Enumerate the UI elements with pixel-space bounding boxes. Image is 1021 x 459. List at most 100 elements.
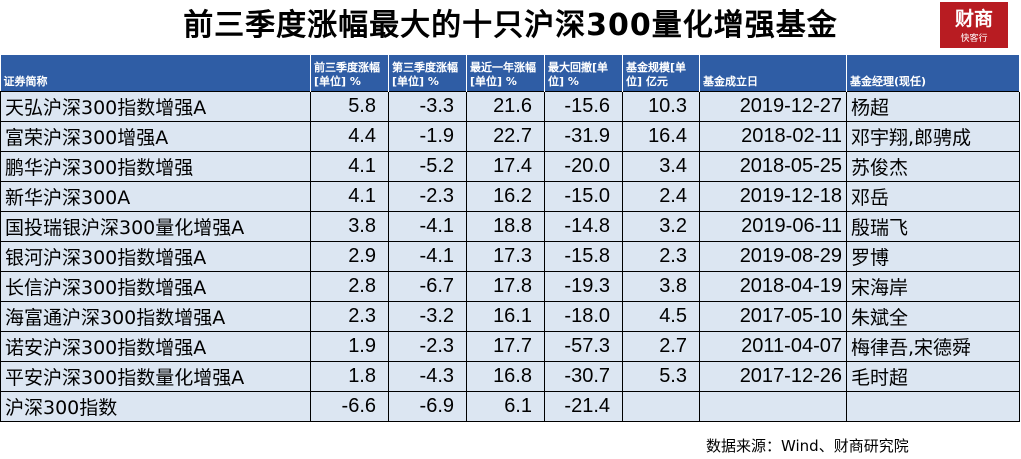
col-header-mdd: 最大回撤[单位] % (544, 55, 623, 92)
table-row: 海富通沪深300指数增强A 2.3 -3.2 16.1 -18.0 4.5 2017-05-… (0, 301, 1020, 332)
cell-fund-size: 2.4 (622, 181, 700, 212)
cell-fund-size: 5.3 (622, 361, 700, 392)
cell-1y-return: 17.8 (466, 271, 545, 302)
cell-max-drawdown: -14.8 (544, 211, 623, 242)
cell-fund-name: 富荣沪深300增强A (0, 121, 311, 152)
cell-fund-name: 银河沪深300指数增强A (0, 241, 311, 272)
cell-fund-manager: 殷瑞飞 (846, 211, 1020, 242)
cell-fund-manager: 罗博 (846, 241, 1020, 272)
col-header-ytd: 前三季度涨幅[单位] % (310, 55, 389, 92)
cell-ytd-return: 4.1 (310, 151, 389, 182)
cell-1y-return: 16.2 (466, 181, 545, 212)
cell-fund-manager: 苏俊杰 (846, 151, 1020, 182)
brand-logo: 财商 快客行 (940, 2, 1008, 48)
table-row: 银河沪深300指数增强A 2.9 -4.1 17.3 -15.8 2.3 2019-08-2… (0, 241, 1020, 272)
cell-fund-size (622, 391, 700, 422)
cell-max-drawdown: -20.0 (544, 151, 623, 182)
table-row: 天弘沪深300指数增强A 5.8 -3.3 21.6 -15.6 10.3 2019-12-… (0, 91, 1020, 122)
table-row: 诺安沪深300指数增强A 1.9 -2.3 17.7 -57.3 2.7 2011-04-0… (0, 331, 1020, 362)
cell-max-drawdown: -15.0 (544, 181, 623, 212)
cell-max-drawdown: -15.8 (544, 241, 623, 272)
cell-fund-size: 4.5 (622, 301, 700, 332)
cell-fund-size: 2.3 (622, 241, 700, 272)
cell-ytd-return: -6.6 (310, 391, 389, 422)
cell-q3-return: -3.3 (388, 91, 467, 122)
cell-fund-manager: 邓宇翔,郎骋成 (846, 121, 1020, 152)
table-row: 长信沪深300指数增强A 2.8 -6.7 17.8 -19.3 3.8 2018-04-1… (0, 271, 1020, 302)
cell-ytd-return: 3.8 (310, 211, 389, 242)
cell-1y-return: 22.7 (466, 121, 545, 152)
cell-fund-size: 2.7 (622, 331, 700, 362)
cell-fund-name: 新华沪深300A (0, 181, 311, 212)
cell-fund-size: 16.4 (622, 121, 700, 152)
cell-1y-return: 18.8 (466, 211, 545, 242)
cell-max-drawdown: -18.0 (544, 301, 623, 332)
cell-fund-manager: 杨超 (846, 91, 1020, 122)
cell-inception-date: 2019-08-29 (699, 241, 847, 272)
cell-q3-return: -6.9 (388, 391, 467, 422)
cell-q3-return: -5.2 (388, 151, 467, 182)
cell-fund-size: 10.3 (622, 91, 700, 122)
cell-max-drawdown: -21.4 (544, 391, 623, 422)
cell-fund-manager (846, 391, 1020, 422)
col-header-name: 证券简称 (0, 55, 311, 92)
cell-inception-date: 2018-05-25 (699, 151, 847, 182)
cell-fund-manager: 宋海岸 (846, 271, 1020, 302)
col-header-1y: 最近一年涨幅[单位] % (466, 55, 545, 92)
cell-ytd-return: 2.3 (310, 301, 389, 332)
cell-1y-return: 17.3 (466, 241, 545, 272)
cell-max-drawdown: -30.7 (544, 361, 623, 392)
cell-q3-return: -4.1 (388, 211, 467, 242)
cell-max-drawdown: -19.3 (544, 271, 623, 302)
cell-1y-return: 16.8 (466, 361, 545, 392)
col-header-q3: 第三季度涨幅[单位] % (388, 55, 467, 92)
cell-max-drawdown: -31.9 (544, 121, 623, 152)
table-row: 富荣沪深300增强A 4.4 -1.9 22.7 -31.9 16.4 2018-02-11… (0, 121, 1020, 152)
cell-fund-size: 3.4 (622, 151, 700, 182)
cell-fund-name: 国投瑞银沪深300量化增强A (0, 211, 311, 242)
table-row: 平安沪深300指数量化增强A 1.8 -4.3 16.8 -30.7 5.3 2017-12… (0, 361, 1020, 392)
cell-q3-return: -4.3 (388, 361, 467, 392)
cell-inception-date: 2019-12-27 (699, 91, 847, 122)
cell-fund-name: 长信沪深300指数增强A (0, 271, 311, 302)
table-row: 国投瑞银沪深300量化增强A 3.8 -4.1 18.8 -14.8 3.2 2019-06… (0, 211, 1020, 242)
cell-q3-return: -2.3 (388, 181, 467, 212)
cell-q3-return: -3.2 (388, 301, 467, 332)
col-header-size: 基金规模[单位] 亿元 (622, 55, 700, 92)
cell-1y-return: 21.6 (466, 91, 545, 122)
cell-fund-manager: 梅律吾,宋德舜 (846, 331, 1020, 362)
cell-ytd-return: 2.9 (310, 241, 389, 272)
cell-inception-date: 2018-02-11 (699, 121, 847, 152)
cell-inception-date: 2019-06-11 (699, 211, 847, 242)
cell-max-drawdown: -15.6 (544, 91, 623, 122)
cell-q3-return: -4.1 (388, 241, 467, 272)
fund-table: 证券简称 前三季度涨幅[单位] % 第三季度涨幅[单位] % 最近一年涨幅[单位… (0, 55, 1020, 422)
col-header-date: 基金成立日 (699, 55, 847, 92)
page-title: 前三季度涨幅最大的十只沪深300量化增强基金 (183, 8, 838, 43)
cell-fund-name: 鹏华沪深300指数增强 (0, 151, 311, 182)
cell-fund-size: 3.8 (622, 271, 700, 302)
cell-ytd-return: 2.8 (310, 271, 389, 302)
table-header: 证券简称 前三季度涨幅[单位] % 第三季度涨幅[单位] % 最近一年涨幅[单位… (0, 55, 1020, 92)
table-row: 新华沪深300A 4.1 -2.3 16.2 -15.0 2.4 2019-12-18 邓岳 (0, 181, 1020, 212)
cell-fund-name: 沪深300指数 (0, 391, 311, 422)
cell-q3-return: -2.3 (388, 331, 467, 362)
cell-ytd-return: 1.8 (310, 361, 389, 392)
cell-inception-date: 2017-12-26 (699, 361, 847, 392)
cell-fund-size: 3.2 (622, 211, 700, 242)
cell-1y-return: 17.4 (466, 151, 545, 182)
cell-ytd-return: 4.4 (310, 121, 389, 152)
cell-fund-manager: 邓岳 (846, 181, 1020, 212)
cell-fund-name: 平安沪深300指数量化增强A (0, 361, 311, 392)
cell-fund-name: 海富通沪深300指数增强A (0, 301, 311, 332)
cell-fund-manager: 毛时超 (846, 361, 1020, 392)
cell-ytd-return: 5.8 (310, 91, 389, 122)
cell-max-drawdown: -57.3 (544, 331, 623, 362)
col-header-manager: 基金经理(现任) (846, 55, 1020, 92)
cell-1y-return: 16.1 (466, 301, 545, 332)
cell-inception-date: 2017-05-10 (699, 301, 847, 332)
cell-fund-name: 诺安沪深300指数增强A (0, 331, 311, 362)
table-row: 沪深300指数 -6.6 -6.9 6.1 -21.4 (0, 391, 1020, 422)
cell-q3-return: -6.7 (388, 271, 467, 302)
